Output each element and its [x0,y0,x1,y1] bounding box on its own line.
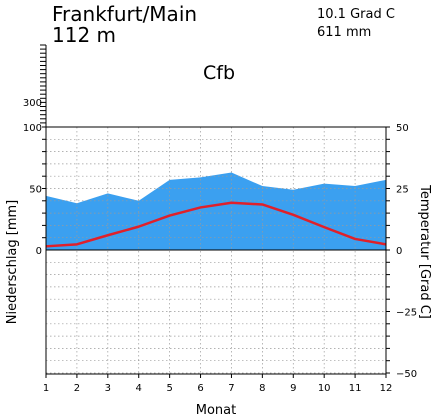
right-tick-label: −25 [396,308,417,319]
precipitation-area [46,172,386,250]
right-tick-label: 0 [396,246,402,257]
x-tick-label: 12 [380,383,393,394]
mean-temperature: 10.1 Grad C [317,7,395,22]
left-tick-label: 300 [23,98,42,109]
climate-class: Cfb [203,62,236,84]
right-axis-label: Temperatur [Grad C] [417,184,432,319]
left-tick-label: 100 [23,123,42,134]
x-tick-label: 7 [228,383,234,394]
right-tick-label: 50 [396,123,409,134]
left-axis-label: Niederschlag [mm] [5,200,20,325]
station-name: Frankfurt/Main [52,2,198,26]
left-tick-label: 50 [29,185,42,196]
x-tick-label: 1 [43,383,49,394]
x-tick-label: 2 [74,383,80,394]
station-elevation: 112 m [52,23,117,47]
x-tick-label: 9 [290,383,296,394]
x-tick-label: 4 [136,383,142,394]
left-tick-label: 0 [36,246,42,257]
grid-lines [46,126,386,374]
right-tick-label: −50 [396,369,417,380]
right-tick-label: 25 [396,185,409,196]
x-tick-label: 5 [166,383,172,394]
annual-precipitation: 611 mm [317,25,372,40]
x-axis-label: Monat [196,403,236,418]
temperature-line [45,201,387,248]
x-tick-label: 3 [105,383,111,394]
x-tick-label: 10 [318,383,331,394]
x-tick-label: 6 [197,383,203,394]
x-tick-label: 8 [259,383,265,394]
x-tick-label: 11 [349,383,362,394]
